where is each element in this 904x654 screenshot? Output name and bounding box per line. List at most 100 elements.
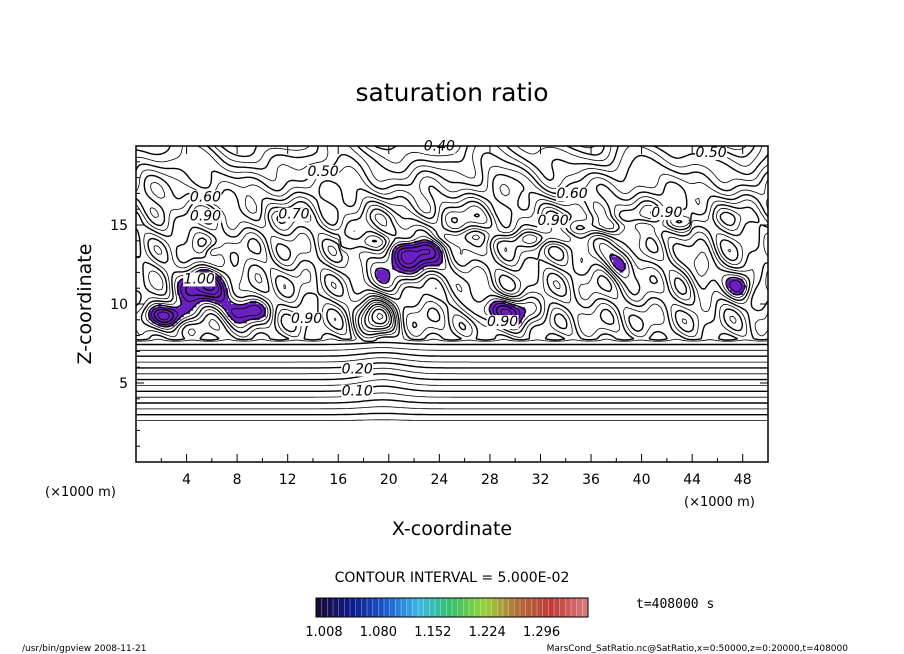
colorbar-swatch [559, 598, 566, 617]
colorbar [315, 598, 589, 617]
x-tick-label: 32 [532, 472, 550, 488]
contour-label: 0.90 [190, 208, 221, 224]
colorbar-ticks: 1.008 1.080 1.152 1.224 1.296 [305, 625, 560, 640]
contour-label-bg [486, 315, 519, 330]
x-tick-label: 40 [633, 472, 651, 488]
colorbar-swatch [361, 598, 368, 617]
colorbar-swatch [338, 598, 345, 617]
colorbar-swatch [344, 598, 351, 617]
contour-line [136, 392, 768, 398]
colorbar-swatch [378, 598, 385, 617]
colorbar-swatch [576, 598, 583, 617]
colorbar-swatch [452, 598, 458, 617]
contour-line [135, 182, 769, 342]
colorbar-swatch [446, 598, 453, 617]
colorbar-swatch [503, 598, 509, 617]
colorbar-tick-label: 1.008 [305, 625, 342, 640]
colorbar-swatch [508, 598, 515, 617]
contour-label-bg [695, 146, 728, 161]
colorbar-swatch [486, 598, 492, 617]
y-axis-ticks: 5 10 15 [110, 161, 768, 447]
x-axis-unit: (×1000 m) [684, 495, 755, 510]
contour-line [136, 419, 768, 421]
colorbar-swatch [401, 598, 407, 617]
contour-label: 0.10 [342, 384, 373, 400]
colorbar-tick-label: 1.080 [360, 625, 397, 640]
contour-label: 0.90 [291, 311, 322, 327]
colorbar-swatch [389, 598, 396, 617]
contour-label: 0.90 [651, 205, 682, 221]
colorbar-tick-label: 1.296 [523, 625, 560, 640]
contour-label-bg [183, 272, 216, 287]
contour-interval: CONTOUR INTERVAL = 5.000E-02 [335, 570, 570, 586]
colorbar-swatch [582, 598, 589, 617]
colorbar-swatch [384, 598, 390, 617]
contour-label: 0.50 [696, 145, 727, 161]
contour-line [136, 145, 768, 386]
time-label: t=408000 s [636, 597, 714, 612]
contour-label-bg [537, 214, 570, 228]
contour-line [136, 412, 768, 416]
colorbar-tick-label: 1.152 [414, 625, 451, 640]
contour-label: 0.60 [190, 189, 221, 205]
contour-line [135, 173, 769, 346]
contour-line [136, 406, 768, 410]
colorbar-swatch [469, 598, 475, 617]
colorbar-swatch [474, 598, 481, 617]
colorbar-swatch [565, 598, 572, 617]
colorbar-swatch [412, 598, 419, 617]
contour-label: 0.90 [487, 314, 518, 330]
contour-label-bg [189, 190, 222, 205]
colorbar-swatch [418, 598, 424, 617]
colorbar-swatch [520, 598, 526, 617]
contour-label-bg [307, 165, 340, 180]
colorbar-swatch [440, 598, 447, 617]
colorbar-swatch [548, 598, 555, 617]
x-axis-label: X-coordinate [392, 518, 512, 540]
colorbar-swatch [327, 598, 334, 617]
contour-lines [135, 145, 769, 421]
colorbar-swatch [514, 598, 521, 617]
colorbar-swatch [497, 598, 504, 617]
contour-labels: 0.40 0.500.500.60 0.600.90 0.900.70 0.901.00… [183, 139, 728, 400]
x-tick-label: 24 [430, 472, 448, 488]
colorbar-swatch [355, 598, 362, 617]
contour-label-bg [341, 362, 374, 377]
contour-label: 0.20 [342, 362, 373, 378]
colorbar-swatch [542, 598, 549, 617]
contour-line [135, 200, 769, 341]
y-tick-label: 10 [110, 297, 128, 313]
colorbar-swatch [491, 598, 498, 617]
colorbar-swatch [429, 598, 436, 617]
contour-line [135, 145, 769, 363]
contour-label: 0.70 [278, 207, 309, 223]
contour-label-bg [556, 187, 589, 202]
x-tick-label: 36 [582, 472, 600, 488]
footer-right: MarsCond_SatRatio.nc@SatRatio,x=0:50000,… [547, 644, 849, 654]
x-tick-label: 8 [233, 472, 242, 488]
contour-line [135, 152, 769, 357]
contour-label: 0.50 [307, 164, 338, 180]
colorbar-swatch [525, 598, 532, 617]
colorbar-swatch [554, 598, 560, 617]
colorbar-swatch [406, 598, 413, 617]
colorbar-swatch [350, 598, 356, 617]
x-tick-label: 20 [380, 472, 398, 488]
colorbar-swatch [457, 598, 464, 617]
colorbar-swatch [367, 598, 373, 617]
colorbar-swatch [395, 598, 402, 617]
x-tick-label: 4 [182, 472, 191, 488]
colorbar-frame [315, 597, 589, 618]
x-tick-label: 44 [683, 472, 701, 488]
y-tick-label: 5 [119, 376, 128, 392]
chart-title: saturation ratio [355, 78, 548, 107]
y-axis-label: Z-coordinate [74, 244, 96, 365]
colorbar-swatch [333, 598, 339, 617]
x-tick-label: 16 [329, 472, 347, 488]
colorbar-tick-label: 1.224 [469, 625, 506, 640]
contour-label-bg [278, 207, 310, 222]
colorbar-swatch [571, 598, 577, 617]
colorbar-swatch [537, 598, 543, 617]
